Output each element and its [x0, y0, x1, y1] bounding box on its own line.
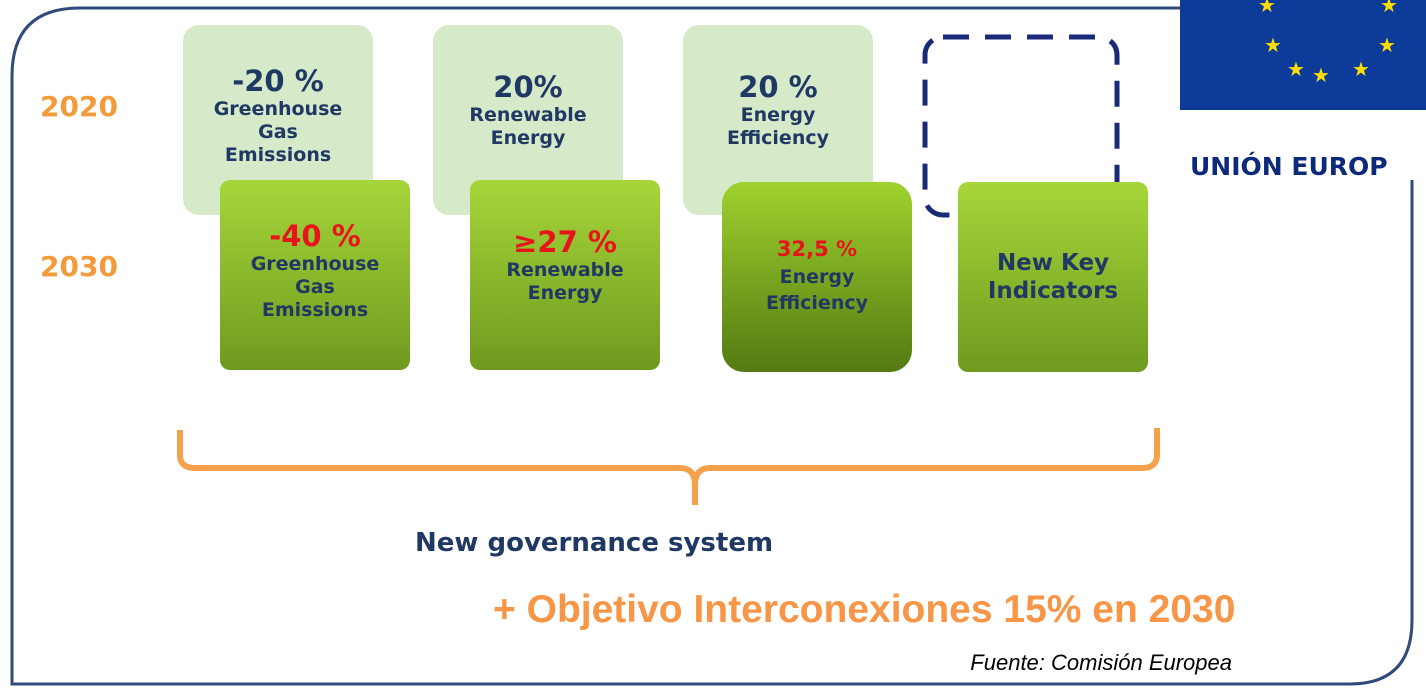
- target-value: -20 %: [232, 63, 324, 98]
- year: 2030: [40, 250, 118, 283]
- target: ≥27 % Renewable Energy: [470, 200, 660, 330]
- box-2030: [722, 182, 912, 372]
- target: 20 % Energy Efficiency: [683, 45, 873, 175]
- box-2020: [433, 25, 623, 215]
- box-2020: [683, 25, 873, 215]
- target-label: Energy Efficiency: [726, 104, 829, 149]
- svg-text:★: ★: [1264, 33, 1282, 57]
- flag-stars: ★ ★★ ★★ ★ ★: [1258, 0, 1398, 87]
- svg-text:★: ★: [1378, 33, 1396, 57]
- target: New Key Indicators: [958, 182, 1148, 372]
- target-value: 20 %: [738, 70, 818, 104]
- brace: [177, 428, 1160, 505]
- logo-text: UNIÓN EUROP: [1190, 152, 1388, 181]
- target-label: Renewable Energy: [506, 259, 624, 304]
- year: 2020: [40, 90, 118, 123]
- source: Fuente: Comisión Europea: [970, 650, 1232, 675]
- target: 20% Renewable Energy: [433, 45, 623, 175]
- svg-text:★: ★: [1352, 57, 1370, 81]
- eu-flag: [1180, 0, 1426, 110]
- target-label: Greenhouse Gas Emissions: [250, 252, 380, 321]
- target-value: -40 %: [269, 218, 361, 253]
- svg-text:★: ★: [1380, 0, 1398, 17]
- target: -40 % Greenhouse Gas Emissions: [220, 200, 410, 340]
- frame: [10, 6, 1414, 686]
- box-2030: [220, 180, 410, 370]
- box-2030: [958, 182, 1148, 372]
- target: 32,5 % Energy Efficiency: [722, 210, 912, 340]
- target-value: 20%: [493, 70, 563, 104]
- target: -20 % Greenhouse Gas Emissions: [183, 45, 373, 185]
- target-label: Renewable Energy: [469, 104, 587, 149]
- svg-text:★: ★: [1258, 0, 1276, 17]
- svg-text:★: ★: [1287, 57, 1305, 81]
- target-value: ≥27 %: [513, 225, 617, 259]
- box-2020: [183, 25, 373, 215]
- target-value: 32,5 %: [776, 237, 858, 261]
- svg-text:★: ★: [1312, 63, 1330, 87]
- target-label: Greenhouse Gas Emissions: [213, 97, 343, 166]
- target-label: New Key Indicators: [987, 250, 1119, 304]
- governance: New governance system: [415, 528, 774, 558]
- target-label: Energy Efficiency: [765, 266, 868, 314]
- box-2030: [470, 180, 660, 370]
- objective: + Objetivo Interconexiones 15% en 2030: [493, 588, 1236, 631]
